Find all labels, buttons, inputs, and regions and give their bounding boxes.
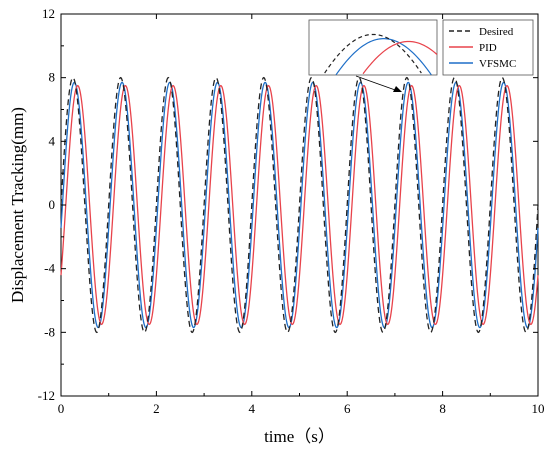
y-tick-label: -8 bbox=[44, 324, 55, 339]
inset-line-desired bbox=[324, 33, 422, 74]
y-tick-label: 0 bbox=[49, 197, 56, 212]
y-axis-label: Displacement Tracking(mm) bbox=[8, 107, 27, 303]
series-layer bbox=[60, 76, 539, 334]
y-tick-label: 4 bbox=[49, 133, 56, 148]
x-tick-label: 2 bbox=[153, 401, 160, 416]
inset-lines bbox=[324, 33, 438, 76]
y-tick-label: 8 bbox=[49, 70, 56, 85]
series-line-pid bbox=[60, 84, 539, 326]
inset-arrow bbox=[355, 75, 399, 92]
ticks-layer: 0 2 4 6 8 10 -12 -8 -4 0 4 8 12 bbox=[38, 6, 545, 416]
y-tick-label: 12 bbox=[42, 6, 55, 21]
y-tick-label: -12 bbox=[38, 388, 55, 403]
series-line-desired bbox=[60, 76, 539, 334]
x-axis-label: time（s） bbox=[264, 427, 335, 446]
x-tick-label: 10 bbox=[532, 401, 545, 416]
x-tick-label: 4 bbox=[249, 401, 256, 416]
legend-label-desired: Desired bbox=[479, 26, 514, 38]
legend-label-vfsmc: VFSMC bbox=[479, 58, 516, 70]
inset-line-pid bbox=[362, 40, 438, 75]
plot-area: 0 2 4 6 8 10 -12 -8 -4 0 4 8 12 bbox=[38, 6, 545, 416]
zoom-inset bbox=[308, 19, 438, 92]
inset-line-vfsmc bbox=[335, 38, 432, 76]
inset-arrowhead bbox=[393, 86, 402, 92]
legend: Desired PID VFSMC bbox=[442, 19, 534, 76]
inset-frame bbox=[308, 19, 438, 76]
x-tick-label: 6 bbox=[344, 401, 351, 416]
legend-label-pid: PID bbox=[479, 42, 497, 54]
x-tick-label: 0 bbox=[58, 401, 65, 416]
x-tick-label: 8 bbox=[439, 401, 446, 416]
series-line-vfsmc bbox=[60, 81, 539, 329]
y-tick-label: -4 bbox=[44, 261, 55, 276]
